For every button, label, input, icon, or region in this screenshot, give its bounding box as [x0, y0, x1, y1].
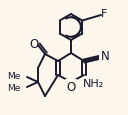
Text: O: O — [29, 38, 39, 51]
Text: N: N — [101, 50, 109, 63]
Text: O: O — [66, 81, 76, 94]
Text: F: F — [101, 9, 107, 19]
Text: Me: Me — [8, 84, 21, 93]
Text: Me: Me — [8, 72, 21, 81]
Text: NH₂: NH₂ — [83, 78, 105, 88]
